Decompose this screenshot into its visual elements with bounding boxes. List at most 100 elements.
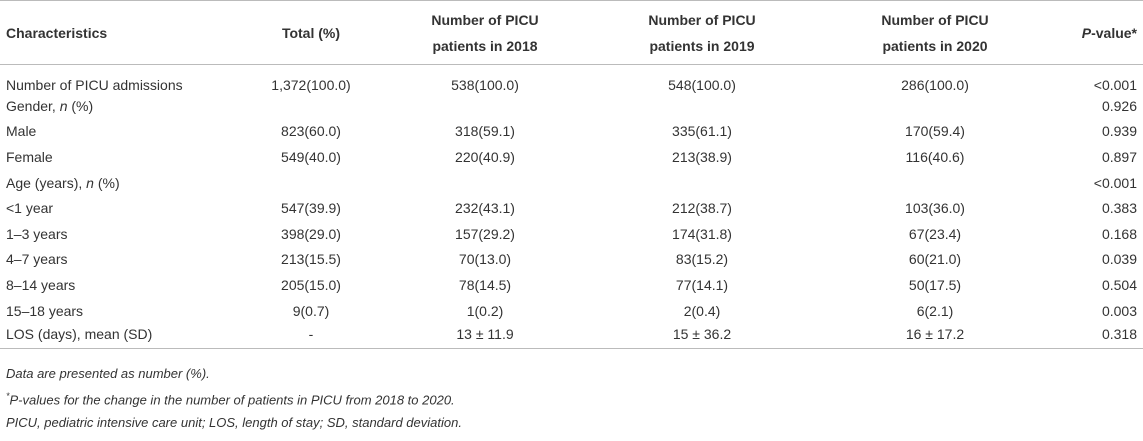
table-cell: 548(100.0): [668, 77, 736, 93]
table-cell: [580, 170, 824, 196]
data-table: Characteristics Total (%) Number of PICU…: [0, 0, 1143, 350]
table-cell: 220(40.9): [455, 148, 515, 165]
table-cell: 16 ± 17.2: [824, 323, 1046, 350]
table-cell: 0.939: [1101, 123, 1137, 140]
table-cell: 232(43.1): [455, 200, 515, 217]
footnotes: Data are presented as number (%). *P-val…: [0, 363, 1143, 433]
table-cell: 6(2.1): [916, 302, 954, 319]
table-cell: Age (years), n (%): [0, 170, 232, 196]
cell-text: Gender,: [6, 97, 60, 114]
cell-text: n: [86, 174, 94, 191]
table-cell: 1,372(100.0): [271, 77, 351, 93]
table-cell: 78(14.5): [458, 276, 512, 293]
header-cell: Total (%): [232, 0, 390, 65]
footnote: PICU, pediatric intensive care unit; LOS…: [6, 414, 462, 430]
header-text: -value*: [1091, 24, 1137, 41]
table-cell: Male: [6, 123, 37, 140]
table-cell: [232, 170, 390, 196]
table-cell: 823(60.0): [281, 123, 341, 140]
cell-text: Age (years),: [6, 174, 87, 191]
table-cell: 4–7 years: [6, 251, 68, 268]
cell-text: n: [59, 97, 68, 114]
table-cell: 549(40.0): [281, 148, 341, 165]
table-row: 4–7 years 213(15.5) 70(13.0) 83(15.2) 60(21.…: [0, 247, 1143, 273]
table-cell: 212(38.7): [672, 200, 732, 217]
table-cell: 398(29.0): [281, 225, 341, 242]
table-cell: 50(17.5): [908, 276, 962, 293]
table-cell: 60(21.0): [908, 251, 962, 268]
header-cell: Characteristics: [0, 0, 232, 65]
table-cell: [580, 93, 824, 119]
table-cell: 286(100.0): [901, 77, 969, 93]
table-cell: 170(59.4): [905, 123, 965, 140]
table-cell: 0.926: [1101, 97, 1137, 114]
table-row: 8–14 years 205(15.0) 78(14.5) 77(14.1) 50(17…: [0, 272, 1143, 298]
table-cell: [232, 93, 390, 119]
footnote-text: P-values for the change in the number of…: [9, 392, 455, 408]
table-cell: 205(15.0): [281, 276, 341, 293]
header-cell: Number of PICU patients in 2020: [824, 0, 1046, 65]
table-cell: 0.383: [1101, 200, 1137, 217]
table-cell: <0.001: [1093, 77, 1137, 93]
table-cell: [390, 170, 580, 196]
table-cell: 213(38.9): [672, 148, 732, 165]
table-row: 15–18 years 9(0.7) 1(0.2) 2(0.4) 6(2.1) 0.003: [0, 298, 1143, 324]
table-row: Gender, n (%) 0.926: [0, 93, 1143, 119]
table-cell: 116(40.6): [905, 148, 965, 165]
table-cell: 83(15.2): [675, 251, 729, 268]
table-cell: 70(13.0): [458, 251, 512, 268]
table-cell: 9(0.7): [292, 302, 330, 319]
table-row: LOS (days), mean (SD) -13 ± 11.9 15 ± 36.2…: [0, 323, 1143, 350]
table-cell: Number of PICU admissions: [6, 77, 183, 93]
cell-text: (%): [67, 97, 94, 114]
table-cell: <1 year: [6, 200, 54, 217]
header-text: Number of PICU patients in 2019: [648, 11, 756, 54]
table-row: <1 year 547(39.9) 232(43.1) 212(38.7) 103(36…: [0, 195, 1143, 221]
header-row: Characteristics Total (%) Number of PICU…: [0, 0, 1143, 65]
table-cell: 0.504: [1101, 276, 1137, 293]
table-cell: 318(59.1): [455, 123, 515, 140]
table-cell: Gender, n (%): [0, 93, 232, 119]
header-text: Number of PICU patients in 2018: [431, 11, 539, 54]
table-cell: <0.001: [1093, 174, 1137, 191]
table-cell: 2(0.4): [683, 302, 721, 319]
table-cell: 67(23.4): [908, 225, 962, 242]
table-cell: -: [232, 323, 390, 350]
header-cell: P-value*: [1046, 0, 1143, 65]
table-cell: 77(14.1): [675, 276, 729, 293]
table-cell: 103(36.0): [905, 200, 965, 217]
header-text: Number of PICU patients in 2020: [881, 11, 989, 54]
table-row: Number of PICU admissions 1,372(100.0) 538…: [0, 65, 1143, 93]
table-cell: 0.897: [1101, 148, 1137, 165]
table-row: 1–3 years 398(29.0) 157(29.2) 174(31.8) 67(2…: [0, 221, 1143, 247]
table-cell: [824, 93, 1046, 119]
footnote: Data are presented as number (%).: [6, 366, 210, 382]
cell-text: (%): [93, 174, 120, 191]
table-cell: 157(29.2): [455, 225, 515, 242]
table-cell: LOS (days), mean (SD): [0, 323, 232, 350]
table-cell: 0.318: [1046, 323, 1143, 350]
header-cell: Number of PICU patients in 2018: [390, 0, 580, 65]
table-cell: [824, 170, 1046, 196]
table-cell: 174(31.8): [672, 225, 732, 242]
table-cell: 1–3 years: [6, 225, 68, 242]
table-cell: 15–18 years: [6, 302, 84, 319]
table-cell: [390, 93, 580, 119]
table-row: Male 823(60.0) 318(59.1) 335(61.1) 170(59.4)…: [0, 119, 1143, 145]
table-cell: 0.039: [1101, 251, 1137, 268]
table-cell: 13 ± 11.9: [390, 323, 580, 350]
table-header: Characteristics Total (%) Number of PICU…: [0, 0, 1143, 65]
header-text: P: [1081, 24, 1092, 41]
table-cell: Female: [6, 148, 53, 165]
table-cell: 213(15.5): [281, 251, 341, 268]
table-cell: 538(100.0): [451, 77, 519, 93]
table-cell: 8–14 years: [6, 276, 76, 293]
table-row: Age (years), n (%) <0.001: [0, 170, 1143, 196]
table-cell: 0.168: [1101, 225, 1137, 242]
table-cell: 547(39.9): [281, 200, 341, 217]
table-cell: 1(0.2): [466, 302, 504, 319]
footnote: *P-values for the change in the number o…: [6, 385, 1143, 411]
table-cell: 0.003: [1101, 302, 1137, 319]
table-body: Number of PICU admissions 1,372(100.0) 538…: [0, 65, 1143, 350]
